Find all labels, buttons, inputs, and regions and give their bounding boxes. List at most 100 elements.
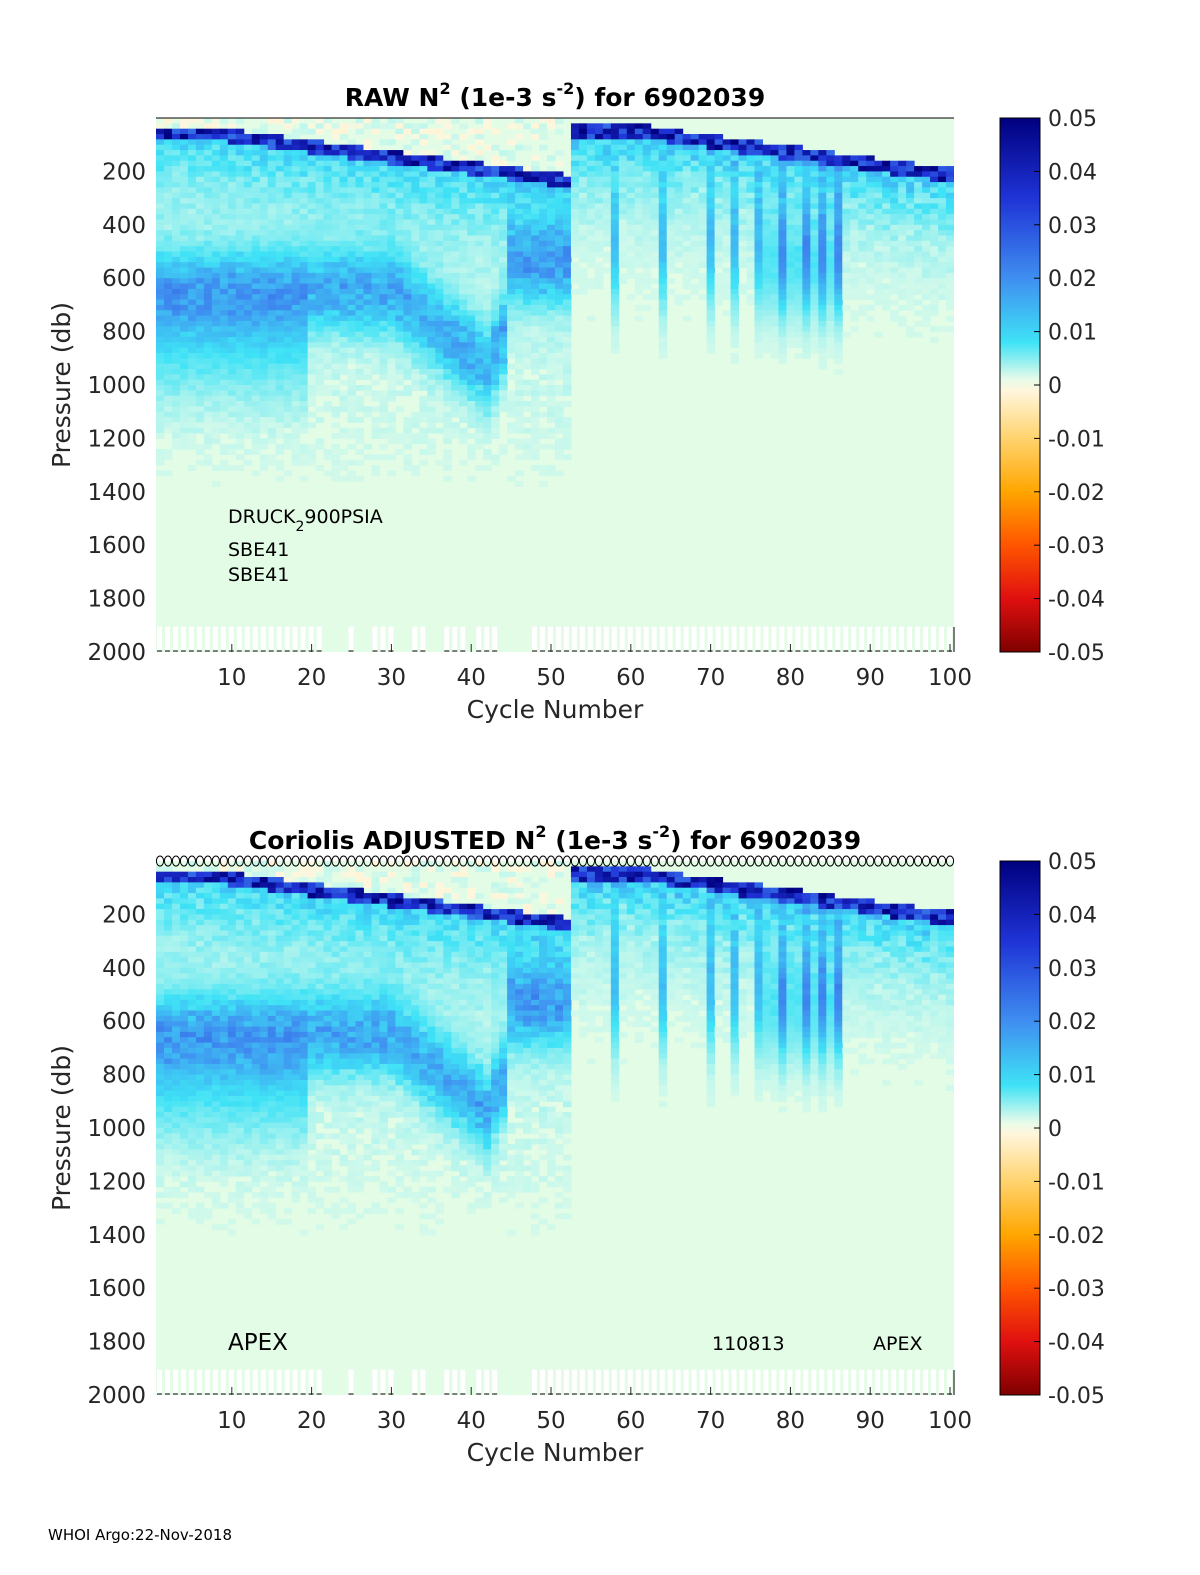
heatmap-cell bbox=[698, 272, 708, 279]
heatmap-cell bbox=[355, 219, 364, 226]
heatmap-cell bbox=[235, 160, 245, 167]
heatmap-cell bbox=[483, 326, 492, 333]
heatmap-cell bbox=[794, 352, 803, 359]
heatmap-cell bbox=[379, 342, 388, 349]
heatmap-cell bbox=[203, 278, 213, 285]
heatmap-cell bbox=[411, 208, 420, 215]
heatmap-cell bbox=[682, 176, 692, 183]
heatmap-cell bbox=[387, 160, 396, 167]
heatmap-cell bbox=[267, 401, 277, 407]
heatmap-cell bbox=[379, 171, 388, 178]
heatmap-cell bbox=[211, 379, 221, 386]
heatmap-cell bbox=[906, 192, 915, 199]
heatmap-cell bbox=[283, 198, 293, 204]
heatmap-cell bbox=[834, 230, 843, 236]
heatmap-cell bbox=[163, 395, 173, 402]
heatmap-cell bbox=[499, 374, 508, 381]
heatmap-cell bbox=[810, 272, 819, 279]
heatmap-cell bbox=[794, 235, 803, 242]
heatmap-cell bbox=[459, 208, 468, 215]
heatmap-cell bbox=[762, 214, 771, 220]
heatmap-cell bbox=[163, 470, 173, 477]
heatmap-cell bbox=[187, 176, 197, 183]
heatmap-cell bbox=[531, 379, 540, 386]
heatmap-cell bbox=[435, 251, 444, 258]
heatmap-cell bbox=[419, 150, 428, 156]
heatmap-cell bbox=[443, 299, 452, 306]
heatmap-cell bbox=[930, 214, 939, 220]
heatmap-cell bbox=[163, 1149, 173, 1156]
heatmap-cell bbox=[626, 128, 636, 135]
heatmap-cell bbox=[714, 272, 724, 279]
heatmap-cell bbox=[299, 219, 309, 226]
heatmap-cell bbox=[475, 433, 484, 439]
heatmap-cell bbox=[858, 267, 867, 274]
heatmap-cell bbox=[890, 299, 899, 306]
heatmap-cell bbox=[395, 192, 404, 199]
heatmap-cell bbox=[914, 288, 923, 295]
heatmap-cell bbox=[842, 171, 851, 178]
heatmap-cell bbox=[626, 235, 636, 242]
heatmap-cell bbox=[507, 326, 516, 333]
heatmap-cell bbox=[586, 166, 596, 172]
heatmap-cell bbox=[323, 470, 333, 477]
heatmap-cell bbox=[323, 310, 333, 317]
heatmap-cell bbox=[163, 1202, 173, 1209]
heatmap-cell bbox=[219, 374, 229, 381]
heatmap-cell bbox=[802, 219, 811, 226]
heatmap-cell bbox=[307, 262, 317, 269]
heatmap-cell bbox=[339, 262, 349, 269]
heatmap-cell bbox=[235, 240, 245, 247]
heatmap-cell bbox=[499, 283, 508, 290]
heatmap-cell bbox=[195, 176, 205, 183]
heatmap-cell bbox=[163, 358, 173, 365]
heatmap-cell bbox=[171, 230, 181, 236]
heatmap-cell bbox=[163, 1170, 173, 1177]
heatmap-cell bbox=[698, 208, 708, 215]
heatmap-cell bbox=[435, 214, 444, 220]
heatmap-cell bbox=[874, 288, 883, 295]
heatmap-cell bbox=[930, 267, 939, 274]
heatmap-cell bbox=[451, 401, 460, 407]
heatmap-cell bbox=[395, 368, 404, 375]
heatmap-cell bbox=[179, 438, 189, 445]
heatmap-cell bbox=[156, 331, 165, 338]
heatmap-cell bbox=[443, 155, 452, 162]
heatmap-cell bbox=[435, 304, 444, 311]
heatmap-cell bbox=[163, 406, 173, 413]
heatmap-cell bbox=[403, 267, 412, 274]
heatmap-cell bbox=[171, 882, 181, 889]
heatmap-cell bbox=[363, 272, 372, 279]
heatmap-cell bbox=[850, 187, 859, 194]
heatmap-cell bbox=[507, 336, 516, 343]
heatmap-cell bbox=[682, 267, 692, 274]
heatmap-cell bbox=[507, 240, 516, 247]
heatmap-cell bbox=[914, 235, 923, 242]
heatmap-cell bbox=[156, 459, 165, 466]
heatmap-cell bbox=[339, 182, 349, 188]
heatmap-cell bbox=[570, 262, 580, 269]
heatmap-cell bbox=[331, 224, 341, 231]
heatmap-cell bbox=[459, 347, 468, 354]
heatmap-cell bbox=[746, 246, 755, 252]
heatmap-cell bbox=[578, 230, 588, 236]
heatmap-cell bbox=[211, 465, 221, 471]
heatmap-cell bbox=[211, 481, 221, 487]
heatmap-cell bbox=[507, 224, 516, 231]
heatmap-cell bbox=[786, 219, 795, 226]
heatmap-cell bbox=[275, 262, 285, 269]
heatmap-cell bbox=[738, 187, 748, 194]
heatmap-cell bbox=[539, 315, 548, 322]
heatmap-cell bbox=[347, 288, 356, 295]
heatmap-cell bbox=[387, 166, 396, 172]
heatmap-cell bbox=[698, 139, 708, 146]
heatmap-cell bbox=[818, 214, 827, 220]
heatmap-cell bbox=[411, 155, 420, 162]
heatmap-cell bbox=[714, 187, 724, 194]
heatmap-cell bbox=[722, 214, 732, 220]
heatmap-cell bbox=[467, 294, 476, 301]
heatmap-cell bbox=[547, 331, 556, 338]
heatmap-cell bbox=[379, 411, 388, 418]
heatmap-cell bbox=[882, 240, 891, 247]
heatmap-cell bbox=[706, 219, 716, 226]
